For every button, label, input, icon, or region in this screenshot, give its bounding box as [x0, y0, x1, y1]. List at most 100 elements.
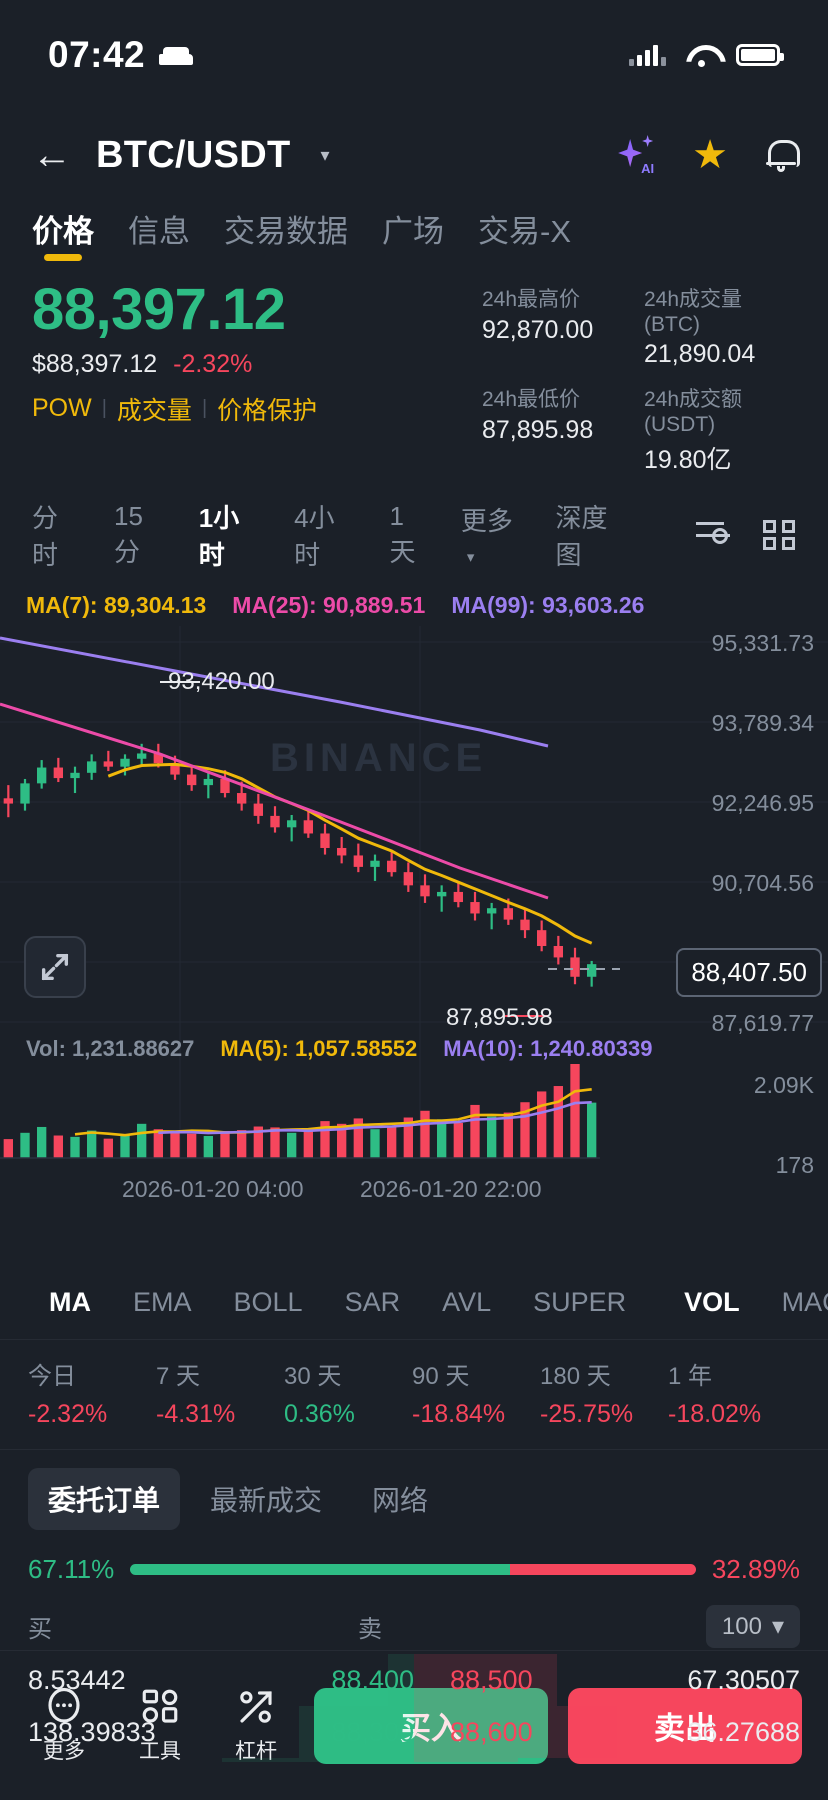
- orderbook-row[interactable]: 45.6270088,20088,7004.04385: [0, 1758, 828, 1762]
- orderbook-sell-header: 卖: [358, 1616, 382, 1643]
- price-chart[interactable]: BINANCE MA(7): 89,304.13 MA(25): 90,889.…: [0, 586, 828, 1266]
- ratio-bar: [130, 1564, 696, 1575]
- tab-trade-x[interactable]: 交易-X: [478, 214, 571, 249]
- stat-24h-turnover-usdt: 24h成交额(USDT) 19.80亿: [644, 383, 796, 476]
- timeframe-more-label: 更多: [460, 506, 513, 536]
- indicator-tab-bar: MA EMA BOLL SAR AVL SUPER VOL MACD RSI: [0, 1266, 828, 1340]
- buy-ratio-label: 67.11%: [28, 1554, 115, 1584]
- orderbook-buy-header: 买: [28, 1616, 52, 1643]
- y-tick-2: 92,246.95: [711, 790, 814, 816]
- timeframe-bar: 分时 15分 1小时 4小时 1天 更多 ▾ 深度图: [0, 486, 828, 586]
- timeframe-more[interactable]: 更多 ▾: [461, 501, 522, 569]
- tag-volume[interactable]: 成交量: [116, 396, 192, 425]
- perf-value: -18.84%: [412, 1400, 506, 1428]
- perf-value: -2.32%: [28, 1400, 108, 1428]
- orderbook-row[interactable]: 138.39833 88,300 88,600 36.27688: [0, 1706, 828, 1758]
- usd-price: $88,397.12: [32, 349, 158, 378]
- buy-price: 88,300: [331, 1716, 414, 1747]
- current-price-marker: 88,407.50: [676, 948, 822, 997]
- indicator-macd[interactable]: MACD: [781, 1287, 828, 1317]
- indicator-settings-icon[interactable]: [695, 518, 730, 552]
- expand-fullscreen-icon[interactable]: [24, 936, 86, 998]
- timeframe-fenshi[interactable]: 分时: [32, 503, 59, 570]
- volume-value-legend: Vol: 1,231.88627: [26, 1036, 195, 1061]
- tab-square[interactable]: 广场: [382, 214, 444, 249]
- volume-legend: Vol: 1,231.88627 MA(5): 1,057.58552 MA(1…: [26, 1036, 652, 1062]
- indicator-super[interactable]: SUPER: [533, 1287, 627, 1317]
- bottom-tools[interactable]: 工具: [122, 1686, 198, 1765]
- page-title[interactable]: BTC/USDT: [96, 133, 291, 176]
- tab-network[interactable]: 网络: [372, 1485, 429, 1516]
- indicator-vol[interactable]: VOL: [684, 1287, 740, 1317]
- battery-icon: [736, 44, 784, 66]
- perf-90d: 90 天 -18.84%: [412, 1356, 540, 1429]
- chevron-down-icon: ▾: [466, 549, 475, 566]
- indicator-avl[interactable]: AVL: [442, 1287, 492, 1317]
- perf-label: 今日: [28, 1363, 76, 1390]
- tab-trade-data[interactable]: 交易数据: [224, 214, 348, 249]
- star-icon[interactable]: ★: [692, 133, 728, 177]
- ai-sparkle-icon[interactable]: AI: [616, 135, 655, 176]
- status-bar: 07:42: [0, 0, 828, 110]
- timeframe-depth-chart[interactable]: 深度图: [555, 503, 608, 570]
- sell-depth-bar: [414, 1706, 617, 1758]
- bottom-leverage-label: 杠杆: [235, 1740, 277, 1763]
- tag-divider: |: [101, 397, 107, 420]
- stat-value: 19.80亿: [644, 446, 732, 474]
- buy-button[interactable]: 买入: [314, 1687, 548, 1764]
- price-sub: $88,397.12 -2.32%: [32, 350, 482, 379]
- tab-recent-trades[interactable]: 最新成交: [210, 1485, 323, 1516]
- token-tags: POW | 成交量 | 价格保护: [32, 391, 482, 427]
- stat-label: 24h最低价: [482, 388, 581, 411]
- tag-price-protection[interactable]: 价格保护: [217, 396, 318, 425]
- perf-label: 180 天: [540, 1363, 611, 1390]
- price-change-pct: -2.32%: [173, 349, 253, 378]
- x-tick-0: 2026-01-20 04:00: [122, 1176, 304, 1202]
- bottom-leverage[interactable]: 杠杆: [218, 1686, 294, 1765]
- signal-icon: [629, 44, 666, 66]
- depth-select[interactable]: 100 ▾: [705, 1605, 800, 1648]
- timeframe-1d[interactable]: 1天: [389, 501, 416, 567]
- tab-price[interactable]: 价格: [32, 206, 94, 265]
- bottom-more[interactable]: 更多: [26, 1686, 102, 1765]
- buy-price: 88,400: [331, 1664, 414, 1695]
- perf-label: 1 年: [668, 1363, 713, 1390]
- tab-info[interactable]: 信息: [128, 214, 190, 249]
- orderbook-row[interactable]: 8.53442 88,400 88,500 67.30507: [0, 1654, 828, 1706]
- perf-value: -18.02%: [668, 1400, 762, 1428]
- ai-icon-label: AI: [641, 161, 655, 176]
- perf-label: 90 天: [412, 1363, 470, 1390]
- bell-icon[interactable]: [766, 137, 800, 173]
- layout-grid-icon[interactable]: [762, 518, 796, 552]
- status-left: 07:42: [48, 34, 194, 76]
- leverage-icon: [234, 1686, 278, 1728]
- stat-value: 92,870.00: [482, 316, 594, 344]
- indicator-sar[interactable]: SAR: [344, 1287, 401, 1317]
- timeframe-1h[interactable]: 1小时: [198, 503, 240, 570]
- depth-select-value: 100: [721, 1612, 762, 1640]
- orderbook-rows[interactable]: 8.53442 88,400 88,500 67.30507 138.39833 88,3…: [0, 1654, 828, 1762]
- status-time: 07:42: [48, 34, 146, 75]
- indicator-ema[interactable]: EMA: [133, 1287, 192, 1317]
- stat-label: 24h成交额(USDT): [644, 388, 743, 436]
- back-arrow-icon[interactable]: ←: [32, 133, 72, 177]
- timeframe-15m[interactable]: 15分: [114, 501, 143, 567]
- ratio-bar-buy: [130, 1564, 510, 1575]
- x-tick-1: 2026-01-20 22:00: [360, 1176, 542, 1202]
- chevron-down-icon[interactable]: ▾: [320, 144, 330, 165]
- indicator-boll[interactable]: BOLL: [233, 1287, 303, 1317]
- sell-depth-bar: [414, 1654, 557, 1706]
- sell-button[interactable]: 卖出: [568, 1687, 802, 1764]
- top-tab-bar: 价格 信息 交易数据 广场 交易-X: [0, 200, 828, 265]
- stat-value: 21,890.04: [644, 340, 756, 368]
- ma-legend: MA(7): 89,304.13 MA(25): 90,889.51 MA(99…: [26, 592, 644, 619]
- candlestick-canvas: [0, 626, 828, 1159]
- app-header: ← BTC/USDT ▾ AI ★: [0, 110, 828, 200]
- indicator-ma[interactable]: MA: [49, 1287, 91, 1317]
- buy-amount: 138.39833: [28, 1716, 156, 1747]
- tag-pow[interactable]: POW: [32, 394, 92, 423]
- timeframe-4h[interactable]: 4小时: [294, 503, 335, 570]
- tab-orderbook[interactable]: 委托订单: [28, 1468, 181, 1530]
- more-circle-icon: [42, 1686, 86, 1728]
- chart-watermark: BINANCE: [270, 736, 488, 780]
